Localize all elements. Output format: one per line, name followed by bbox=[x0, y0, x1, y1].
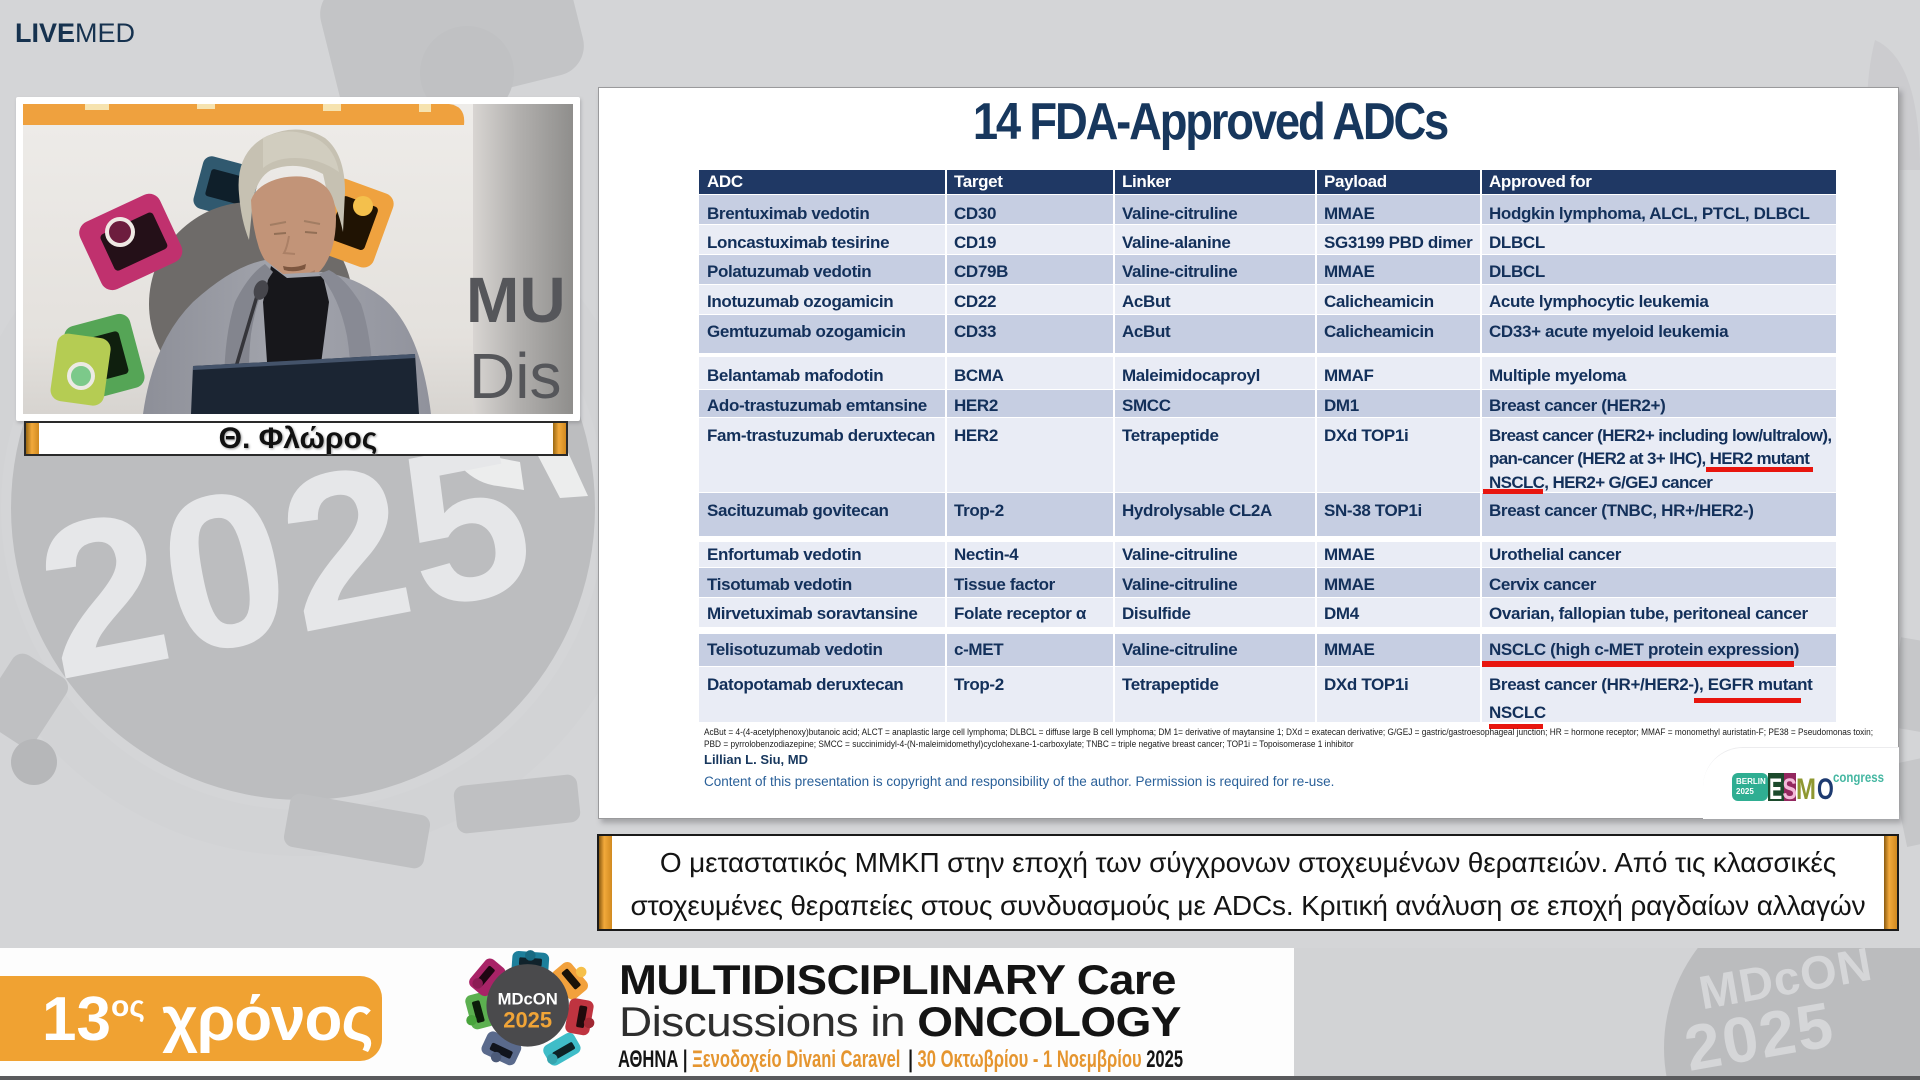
svg-text:2025: 2025 bbox=[1736, 787, 1754, 796]
svg-text:M: M bbox=[1796, 771, 1816, 805]
svg-text:E: E bbox=[1769, 773, 1782, 806]
svg-text:S: S bbox=[1783, 771, 1797, 805]
svg-text:MU: MU bbox=[466, 264, 566, 336]
svg-text:2025: 2025 bbox=[503, 1007, 552, 1032]
svg-text:Dis: Dis bbox=[469, 340, 561, 412]
svg-text:congress: congress bbox=[1833, 769, 1884, 785]
svg-text:BERLIN: BERLIN bbox=[1736, 777, 1766, 786]
svg-text:O: O bbox=[1817, 771, 1834, 805]
svg-text:MDcON: MDcON bbox=[498, 989, 558, 1008]
